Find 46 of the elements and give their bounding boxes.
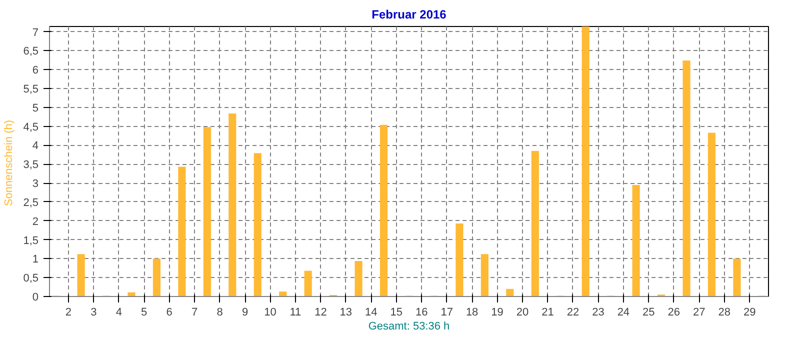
y-tick-label: 5 bbox=[32, 102, 39, 114]
x-tick-label: 7 bbox=[192, 306, 198, 318]
x-axis-title: Gesamt: 53:36 h bbox=[368, 320, 450, 332]
x-tick-label: 24 bbox=[617, 306, 630, 318]
y-tick-label: 7 bbox=[32, 26, 39, 39]
y-tick-label: 0 bbox=[32, 292, 39, 304]
x-tick-label: 13 bbox=[340, 306, 352, 318]
x-tick-label: 14 bbox=[365, 306, 378, 318]
x-tick-label: 4 bbox=[116, 306, 122, 318]
y-tick-label: 3,5 bbox=[23, 159, 39, 172]
chart-title: Februar 2016 bbox=[372, 8, 447, 22]
y-tick-label: 3 bbox=[32, 178, 39, 190]
x-tick-label: 8 bbox=[216, 306, 223, 318]
x-tick-label: 15 bbox=[390, 306, 403, 318]
y-tick-label: 4,5 bbox=[23, 121, 39, 134]
y-tick-label: 2 bbox=[32, 216, 39, 228]
y-tick-label: 0,5 bbox=[23, 272, 39, 285]
x-tick-label: 20 bbox=[516, 306, 529, 318]
y-tick-label: 1,5 bbox=[23, 234, 39, 247]
x-tick-label: 9 bbox=[242, 306, 248, 318]
x-tick-label: 10 bbox=[264, 306, 276, 318]
x-tick-label: 22 bbox=[566, 306, 580, 318]
y-tick-label: 6 bbox=[32, 64, 39, 77]
x-tick-label: 27 bbox=[693, 306, 706, 318]
x-tick-label: 5 bbox=[141, 306, 148, 318]
x-tick-label: 17 bbox=[440, 306, 453, 318]
x-tick-label: 28 bbox=[718, 306, 730, 318]
x-tick-label: 6 bbox=[166, 306, 172, 318]
y-tick-label: 6,5 bbox=[23, 46, 39, 58]
y-tick-label: 2,5 bbox=[23, 196, 39, 209]
x-tick-label: 23 bbox=[592, 306, 604, 318]
x-tick-label: 12 bbox=[314, 306, 327, 318]
x-tick-label: 25 bbox=[642, 306, 655, 318]
x-tick-label: 16 bbox=[415, 306, 428, 318]
x-tick-label: 11 bbox=[290, 306, 302, 318]
x-tick-label: 3 bbox=[90, 306, 97, 318]
y-axis-title: Sonnenschein (h) bbox=[3, 120, 16, 206]
x-tick-label: 29 bbox=[743, 306, 756, 318]
x-tick-label: 18 bbox=[466, 306, 478, 318]
x-tick-label: 21 bbox=[542, 306, 554, 318]
x-tick-label: 26 bbox=[668, 306, 680, 318]
y-tick-label: 4 bbox=[32, 140, 39, 152]
y-tick-label: 5,5 bbox=[23, 84, 39, 96]
x-tick-label: 19 bbox=[491, 306, 504, 318]
y-tick-label: 1 bbox=[32, 254, 39, 266]
x-tick-label: 2 bbox=[65, 306, 72, 318]
